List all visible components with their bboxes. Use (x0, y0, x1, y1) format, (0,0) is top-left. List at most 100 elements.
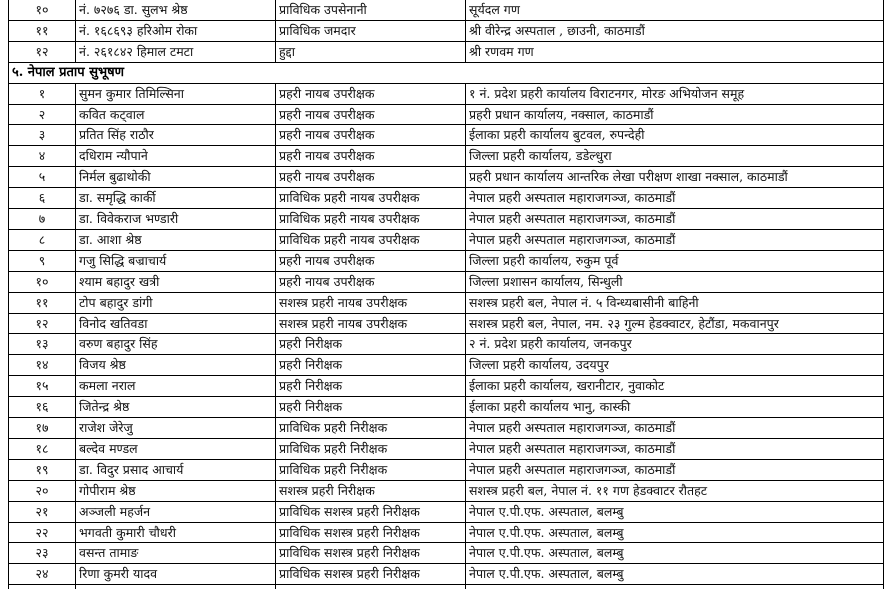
position: प्रहरी नायब उपरीक्षक (276, 250, 466, 272)
office: जिल्ला प्रशासन कार्यालय, सिन्धुली (469, 273, 623, 289)
serial-number: ७ (9, 209, 76, 230)
table-row (8, 584, 884, 589)
serial-number: २१ (9, 501, 76, 523)
office: नेपाल ए.पी.एफ. अस्पताल, बलम्बु (469, 503, 624, 519)
office: नेपाल ए.पी.एफ. अस्पताल, बलम्बु (469, 545, 624, 561)
serial-number: ११ (9, 292, 76, 314)
office (466, 585, 885, 589)
table-row: १० श्याम बहादुर खत्री प्रहरी नायब उपरीक्षक… (8, 270, 884, 293)
table-row: १२ नं. २६१८४२ हिमाल टमटा हुद्दा श्री रणवम ग… (8, 40, 884, 63)
office: सूर्यदल गण (469, 2, 520, 17)
position: प्राविधिक प्रहरी निरीक्षक (276, 418, 466, 439)
serial-number: ६ (9, 188, 76, 209)
name: नं. ७२७६ डा. सुलभ श्रेष्ठ (76, 0, 276, 21)
serial-number: १ (9, 83, 76, 105)
serial-number: ४ (9, 146, 76, 168)
office: नेपाल प्रहरी अस्पताल महाराजगञ्ज, काठमाडौ… (469, 420, 676, 435)
position: प्राविधिक जमदार (276, 20, 466, 42)
name: कमला नराल (76, 376, 276, 398)
name: डा. विवेकराज भण्डारी (76, 209, 276, 230)
serial-number: २३ (9, 543, 76, 565)
office: सशस्त्र प्रहरी बल, नेपाल, नम. २३ गुल्म ह… (469, 315, 779, 331)
office: सशस्त्र प्रहरी बल, नेपाल नं. ११ गण हेडक्… (469, 482, 708, 498)
name: रिणा कुमरी यादव (76, 564, 276, 586)
office: नेपाल ए.पी.एफ. अस्पताल, बलम्बु (469, 566, 624, 582)
serial-number: २४ (9, 564, 76, 586)
name: डा. विदुर प्रसाद आचार्य (76, 459, 276, 481)
name: गोपीराम श्रेष्ठ (76, 480, 276, 502)
table-row: १० नं. ७२७६ डा. सुलभ श्रेष्ठ प्राविधिक उपस… (8, 0, 884, 21)
office: ईलाका प्रहरी कार्यालय, खरानीटार, नुवाकोट (469, 378, 665, 394)
serial-number: १० (9, 271, 76, 293)
office: प्रहरी प्रधान कार्यालय आन्तरिक लेखा परीक… (469, 169, 788, 185)
table-row: २४ रिणा कुमरी यादव प्राविधिक सशस्त्र प्रहर… (8, 563, 884, 586)
serial-number: १८ (9, 438, 76, 460)
name: नं. २६१८४२ हिमाल टमटा (76, 41, 276, 63)
name: टोप बहादुर डांगी (76, 292, 276, 314)
serial-number: ८ (9, 229, 76, 251)
position: प्रहरी नायब उपरीक्षक (276, 167, 466, 189)
table-row: ११ टोप बहादुर डांगी सशस्त्र प्रहरी नायब उप… (8, 291, 884, 314)
office: सशस्त्र प्रहरी बल, नेपाल नं. ५ विन्ध्यबा… (469, 294, 699, 310)
office: नेपाल प्रहरी अस्पताल महाराजगञ्ज, काठमाडौ… (469, 211, 676, 226)
position: प्राविधिक प्रहरी निरीक्षक (276, 459, 466, 481)
office: नेपाल प्रहरी अस्पताल महाराजगञ्ज, काठमाडौ… (469, 231, 676, 247)
serial-number: ९ (9, 250, 76, 272)
name: सुमन कुमार तिमिल्सिना (76, 83, 276, 105)
table-row: १७ राजेश जेरेजु प्राविधिक प्रहरी निरीक्षक न… (8, 417, 884, 439)
position: प्रहरी नायब उपरीक्षक (276, 83, 466, 105)
table-row: ३ प्रतित सिंह राठौर प्रहरी नायब उपरीक्षक ईल… (8, 124, 884, 147)
table-row: ५. नेपाल प्रताप सुभूषण (8, 61, 884, 84)
office: जिल्ला प्रहरी कार्यालय, रुकुम पूर्व (469, 252, 619, 268)
name: वरुण बहादुर सिंह (76, 334, 276, 356)
position: प्रहरी निरीक्षक (276, 334, 466, 356)
office: १ नं. प्रदेश प्रहरी कार्यालय विराटनगर, म… (469, 85, 745, 101)
name: विजय श्रेष्ठ (76, 355, 276, 377)
office: श्री वीरेन्द्र अस्पताल , छाउनी, काठमाडौं (469, 22, 645, 38)
serial-number: १२ (9, 313, 76, 335)
office: श्री रणवम गण (469, 43, 534, 59)
serial-number: २ (9, 104, 76, 126)
serial-number: १५ (9, 376, 76, 398)
table-row: ११ नं. १६८६९३ हरिओम रोका प्राविधिक जमदार श्… (8, 19, 884, 42)
name: गजु सिद्धि बज्राचार्य (76, 250, 276, 272)
serial-number: ११ (9, 20, 76, 42)
name: वसन्त तामाङ (76, 543, 276, 565)
office: जिल्ला प्रहरी कार्यालय, उदयपुर (469, 357, 609, 373)
table-row: १३ वरुण बहादुर सिंह प्रहरी निरीक्षक २ नं. प… (8, 333, 884, 356)
position: प्राविधिक उपसेनानी (276, 0, 466, 21)
position: प्रहरी नायब उपरीक्षक (276, 104, 466, 126)
position: सशस्त्र प्रहरी नायब उपरीक्षक (276, 292, 466, 314)
office: ईलाका प्रहरी कार्यालय भानु, कास्की (469, 399, 631, 415)
table-row: २२ भगवती कुमारी चौधरी प्राविधिक सशस्त्र प्… (8, 521, 884, 544)
position: प्रहरी नायब उपरीक्षक (276, 125, 466, 147)
serial-number: २० (9, 480, 76, 502)
serial-number: १३ (9, 334, 76, 356)
name: डा. आशा श्रेष्ठ (76, 229, 276, 251)
table-row: १८ बल्देव मण्डल प्राविधिक प्रहरी निरीक्षक न… (8, 437, 884, 460)
serial-number: १४ (9, 355, 76, 377)
table-row: ४ दधिराम न्यौपाने प्रहरी नायब उपरीक्षक जिल्… (8, 145, 884, 168)
name (76, 585, 276, 589)
position: प्राविधिक प्रहरी नायब उपरीक्षक (276, 229, 466, 251)
position: सशस्त्र प्रहरी नायब उपरीक्षक (276, 313, 466, 335)
position: प्राविधिक सशस्त्र प्रहरी निरीक्षक (276, 522, 466, 544)
position: प्रहरी नायब उपरीक्षक (276, 146, 466, 168)
office: नेपाल प्रहरी अस्पताल महाराजगञ्ज, काठमाडौ… (469, 190, 676, 206)
position: हुद्दा (276, 41, 466, 63)
table-row: ७ डा. विवेकराज भण्डारी प्राविधिक प्रहरी ना… (8, 208, 884, 230)
position: सशस्त्र प्रहरी निरीक्षक (276, 480, 466, 502)
table-row: २० गोपीराम श्रेष्ठ सशस्त्र प्रहरी निरीक्षक… (8, 479, 884, 502)
serial-number: ३ (9, 125, 76, 147)
office: नेपाल प्रहरी अस्पताल महाराजगञ्ज, काठमाडौ… (469, 461, 676, 477)
serial-number: १७ (9, 418, 76, 439)
name: निर्मल बुढाथोकी (76, 167, 276, 189)
office: नेपाल प्रहरी अस्पताल महाराजगञ्ज, काठमाडौ… (469, 440, 676, 456)
position: प्राविधिक सशस्त्र प्रहरी निरीक्षक (276, 501, 466, 523)
position: प्रहरी नायब उपरीक्षक (276, 271, 466, 293)
table-row: २३ वसन्त तामाङ प्राविधिक सशस्त्र प्रहरी नि… (8, 542, 884, 565)
office: जिल्ला प्रहरी कार्यालय, डडेल्धुरा (469, 148, 612, 164)
table-row: ६ डा. समृद्धि कार्की प्राविधिक प्रहरी नायब… (8, 187, 884, 209)
serial-number: १२ (9, 41, 76, 63)
